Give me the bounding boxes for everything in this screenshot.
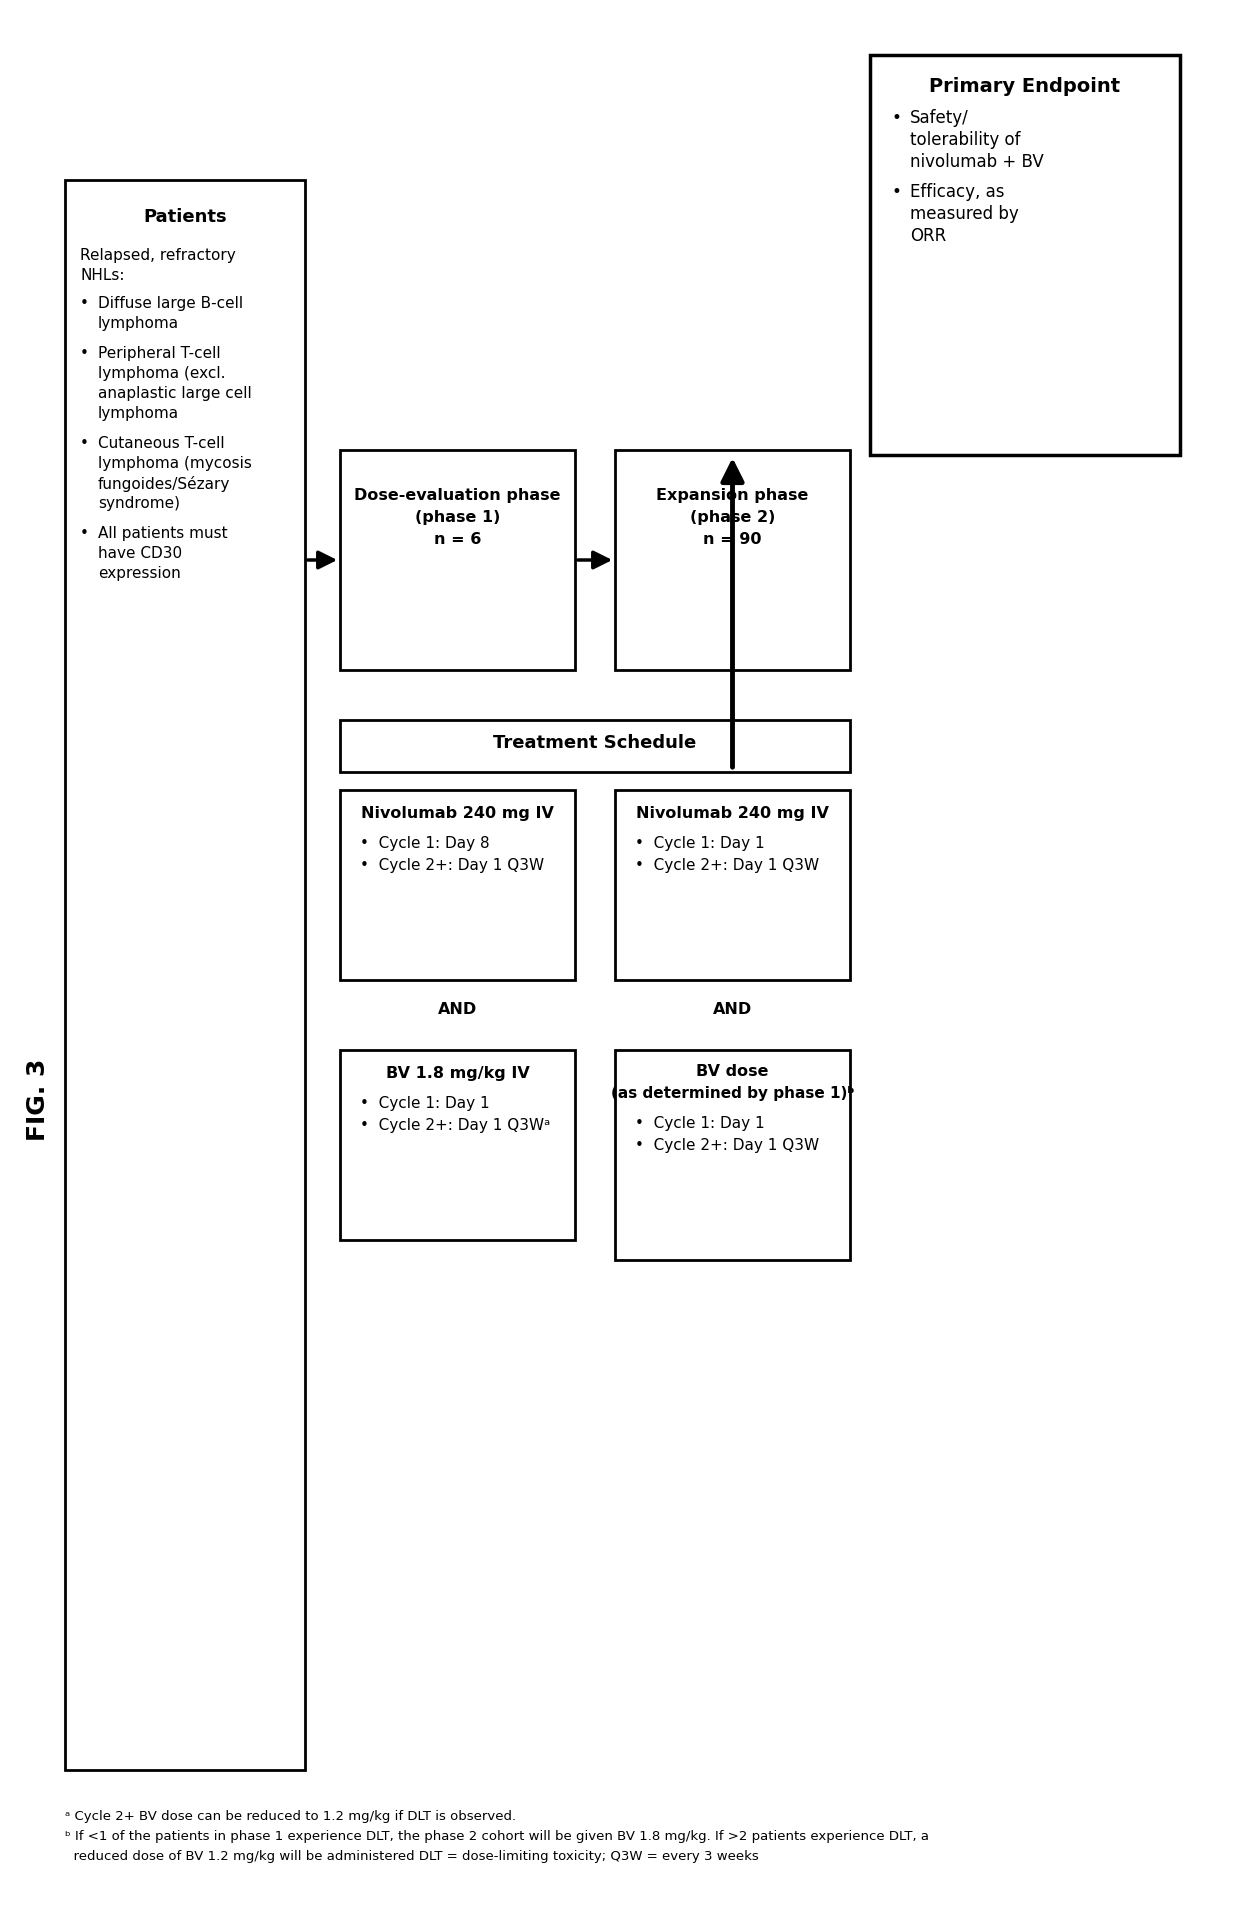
Text: BV dose: BV dose xyxy=(696,1064,769,1079)
Text: AND: AND xyxy=(438,1003,477,1018)
Text: Cutaneous T-cell: Cutaneous T-cell xyxy=(98,435,224,450)
Bar xyxy=(340,450,575,671)
Text: Peripheral T-cell: Peripheral T-cell xyxy=(98,345,221,360)
Text: Relapsed, refractory: Relapsed, refractory xyxy=(81,247,236,263)
Bar xyxy=(340,721,849,773)
Text: •: • xyxy=(81,345,89,360)
Text: Diffuse large B-cell: Diffuse large B-cell xyxy=(98,295,243,311)
Text: ᵇ If <1 of the patients in phase 1 experience DLT, the phase 2 cohort will be gi: ᵇ If <1 of the patients in phase 1 exper… xyxy=(64,1831,929,1842)
Text: n = 90: n = 90 xyxy=(703,533,761,546)
Text: Dose-evaluation phase: Dose-evaluation phase xyxy=(355,489,560,502)
Bar xyxy=(615,1051,849,1259)
Text: Treatment Schedule: Treatment Schedule xyxy=(494,734,697,751)
Text: (as determined by phase 1)ᵇ: (as determined by phase 1)ᵇ xyxy=(610,1087,854,1100)
Text: •  Cycle 1: Day 1: • Cycle 1: Day 1 xyxy=(635,1116,765,1131)
Text: reduced dose of BV 1.2 mg/kg will be administered DLT = dose-limiting toxicity; : reduced dose of BV 1.2 mg/kg will be adm… xyxy=(64,1850,759,1863)
Text: All patients must: All patients must xyxy=(98,525,228,541)
Text: Safety/: Safety/ xyxy=(910,109,968,127)
Text: Nivolumab 240 mg IV: Nivolumab 240 mg IV xyxy=(636,805,828,820)
Text: Patients: Patients xyxy=(143,209,227,226)
Bar xyxy=(340,790,575,980)
Text: nivolumab + BV: nivolumab + BV xyxy=(910,153,1044,171)
Text: (phase 1): (phase 1) xyxy=(415,510,500,525)
Text: Primary Endpoint: Primary Endpoint xyxy=(930,77,1121,96)
Text: •: • xyxy=(81,435,89,450)
Text: Efficacy, as: Efficacy, as xyxy=(910,182,1004,201)
Text: •  Cycle 2+: Day 1 Q3Wᵃ: • Cycle 2+: Day 1 Q3Wᵃ xyxy=(360,1118,551,1133)
Text: anaplastic large cell: anaplastic large cell xyxy=(98,385,252,401)
Text: measured by: measured by xyxy=(910,205,1019,222)
Text: •  Cycle 2+: Day 1 Q3W: • Cycle 2+: Day 1 Q3W xyxy=(635,1139,820,1152)
Text: •  Cycle 1: Day 1: • Cycle 1: Day 1 xyxy=(360,1097,490,1112)
Text: •  Cycle 2+: Day 1 Q3W: • Cycle 2+: Day 1 Q3W xyxy=(635,859,820,872)
Text: lymphoma: lymphoma xyxy=(98,316,179,332)
Bar xyxy=(615,450,849,671)
Text: NHLs:: NHLs: xyxy=(81,268,124,284)
Text: ORR: ORR xyxy=(910,226,946,245)
Text: lymphoma (mycosis: lymphoma (mycosis xyxy=(98,456,252,472)
Bar xyxy=(340,1051,575,1240)
Text: •  Cycle 1: Day 8: • Cycle 1: Day 8 xyxy=(360,836,490,851)
Text: expression: expression xyxy=(98,566,181,581)
Text: •  Cycle 1: Day 1: • Cycle 1: Day 1 xyxy=(635,836,765,851)
Text: •: • xyxy=(81,295,89,311)
Text: ᵃ Cycle 2+ BV dose can be reduced to 1.2 mg/kg if DLT is observed.: ᵃ Cycle 2+ BV dose can be reduced to 1.2… xyxy=(64,1810,516,1823)
Bar xyxy=(64,180,305,1769)
Text: (phase 2): (phase 2) xyxy=(689,510,775,525)
Text: •: • xyxy=(81,525,89,541)
Text: •: • xyxy=(892,109,901,127)
Text: Nivolumab 240 mg IV: Nivolumab 240 mg IV xyxy=(361,805,554,820)
Text: BV 1.8 mg/kg IV: BV 1.8 mg/kg IV xyxy=(386,1066,529,1081)
Bar xyxy=(870,56,1180,454)
Text: lymphoma (excl.: lymphoma (excl. xyxy=(98,366,226,381)
Text: n = 6: n = 6 xyxy=(434,533,481,546)
Text: lymphoma: lymphoma xyxy=(98,406,179,422)
Text: syndrome): syndrome) xyxy=(98,497,180,512)
Text: •  Cycle 2+: Day 1 Q3W: • Cycle 2+: Day 1 Q3W xyxy=(360,859,544,872)
Text: AND: AND xyxy=(713,1003,753,1018)
Text: tolerability of: tolerability of xyxy=(910,130,1021,150)
Text: fungoides/Sézary: fungoides/Sézary xyxy=(98,475,231,493)
Text: FIG. 3: FIG. 3 xyxy=(26,1058,50,1141)
Text: have CD30: have CD30 xyxy=(98,546,182,562)
Text: •: • xyxy=(892,182,901,201)
Text: Expansion phase: Expansion phase xyxy=(656,489,808,502)
Bar xyxy=(615,790,849,980)
